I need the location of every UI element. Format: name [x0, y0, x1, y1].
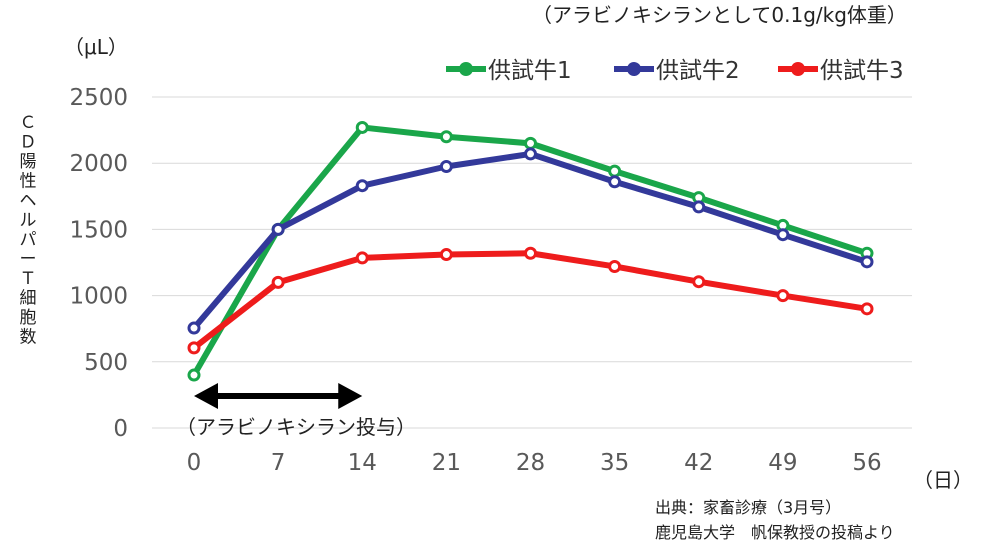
series-3: [187, 246, 874, 355]
y-axis-label-char: パ: [20, 230, 37, 250]
annotation-text: （アラビノキシラン投与）: [176, 415, 416, 439]
x-tick-label: 7: [271, 450, 286, 476]
data-point: [439, 130, 453, 144]
data-point: [608, 175, 622, 189]
data-point: [776, 228, 790, 242]
series-line: [191, 150, 868, 330]
y-tick-label: 0: [113, 416, 128, 442]
data-point: [692, 200, 706, 214]
annotation: （アラビノキシラン投与）: [176, 383, 416, 439]
data-point: [860, 255, 874, 269]
legend: 供試牛1 供試牛2 供試牛3: [446, 58, 904, 84]
series-2: [187, 147, 874, 335]
series-group: [187, 120, 874, 382]
series-line: [192, 250, 868, 351]
data-point: [860, 302, 874, 316]
data-point: [355, 251, 369, 265]
x-tick-label: 42: [684, 450, 713, 476]
data-point: [524, 147, 537, 161]
y-axis-label-char: 胞: [20, 308, 37, 328]
legend-swatch-marker: [791, 62, 805, 76]
data-point: [524, 246, 537, 260]
data-point: [187, 321, 201, 335]
legend-swatch-marker: [459, 62, 473, 76]
x-axis-unit: （日）: [913, 468, 973, 492]
data-point: [271, 222, 285, 236]
y-axis-label-char: ヘ: [20, 191, 37, 211]
x-tick-label: 21: [432, 450, 461, 476]
y-axis-label-char: Ｃ: [20, 113, 37, 133]
data-point: [524, 136, 537, 150]
y-tick-label: 1500: [69, 217, 128, 243]
legend-swatch-marker: [627, 62, 641, 76]
y-tick-label: 2000: [69, 151, 128, 177]
legend-label: 供試牛3: [820, 58, 904, 84]
y-tick-label: 500: [84, 350, 128, 376]
x-axis-ticks: 0 7 14 21 28 35 42 49 56: [187, 450, 882, 476]
data-point: [776, 289, 790, 303]
chart-subtitle: （アラビノキシランとして0.1g/kg体重）: [532, 3, 907, 27]
y-axis-label-char: ー: [20, 250, 37, 270]
y-axis-label-char: Ｄ: [20, 133, 37, 153]
x-tick-label: 0: [187, 450, 202, 476]
y-axis-ticks: 0 500 1000 1500 2000 2500: [69, 85, 128, 442]
data-point: [187, 341, 201, 355]
data-point: [608, 259, 622, 273]
data-point: [187, 368, 201, 382]
x-tick-label: 56: [852, 450, 881, 476]
y-axis-label-char: ル: [20, 211, 37, 231]
x-tick-label: 49: [768, 450, 797, 476]
data-point: [439, 248, 453, 262]
y-axis-unit: （μL）: [64, 35, 128, 59]
source-line-1: 出典：家畜診療（3月号）: [655, 498, 841, 517]
y-axis-label-char: 陽: [20, 152, 37, 172]
y-axis-label-char: 性: [20, 172, 37, 192]
annotation-arrow-head-left: [194, 383, 218, 409]
data-point: [692, 275, 706, 289]
y-tick-label: 2500: [69, 85, 128, 111]
data-point: [439, 160, 453, 174]
y-axis-label-char: Ｔ: [20, 269, 37, 289]
annotation-arrow-head-right: [338, 383, 363, 409]
x-tick-label: 14: [348, 450, 377, 476]
y-axis-label-char: 数: [20, 328, 37, 348]
source-line-2: 鹿児島大学 帆保教授の投稿より: [655, 523, 895, 542]
data-point: [608, 164, 622, 178]
data-point: [271, 275, 285, 289]
x-tick-label: 28: [516, 450, 545, 476]
legend-label: 供試牛2: [656, 58, 740, 84]
y-tick-label: 1000: [69, 284, 128, 310]
legend-label: 供試牛1: [488, 58, 572, 84]
x-tick-label: 35: [600, 450, 629, 476]
data-point: [355, 179, 369, 193]
data-point: [355, 120, 369, 134]
y-axis-label-char: 細: [20, 289, 37, 309]
